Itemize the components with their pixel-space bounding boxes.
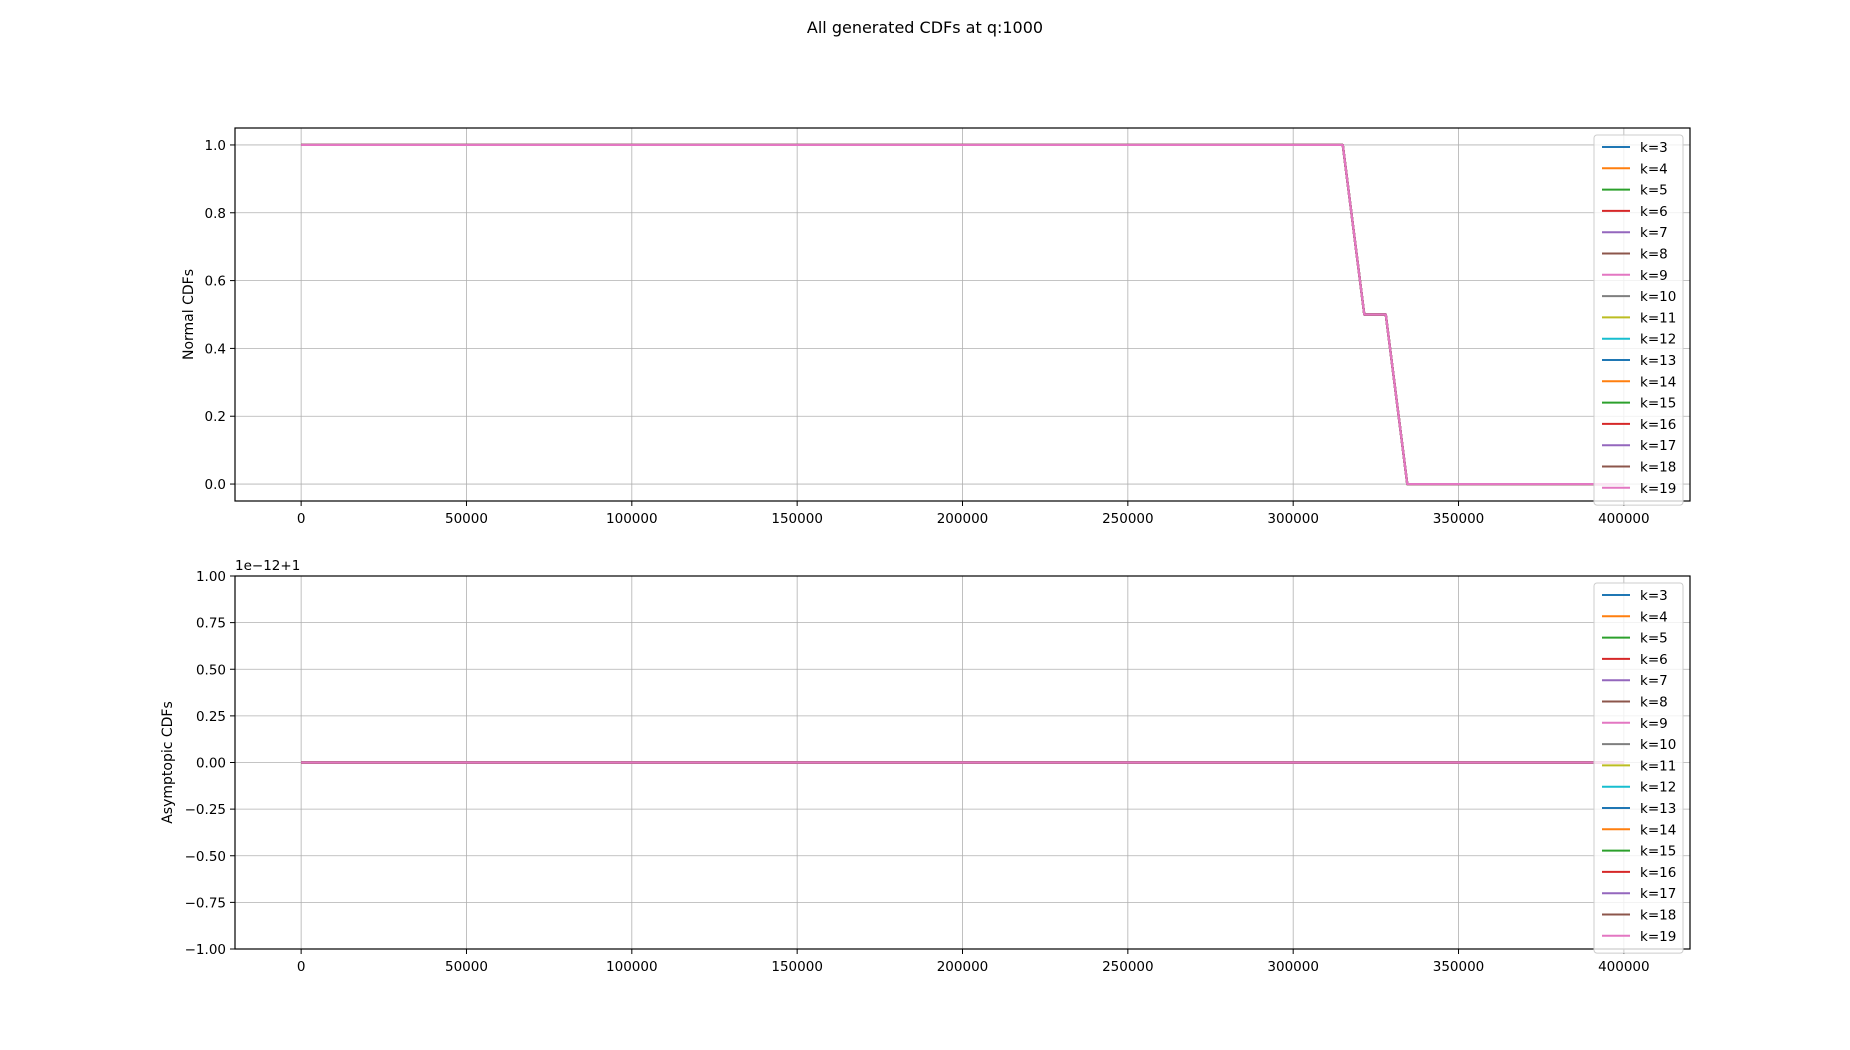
legend-label: k=12 [1640,780,1676,796]
x-tick-label: 400000 [1598,511,1650,527]
legend-label: k=16 [1640,417,1676,433]
legend-label: k=8 [1640,695,1668,711]
x-tick-label: 250000 [1102,959,1154,975]
y-tick-label: 0.4 [205,341,226,357]
legend-label: k=15 [1640,396,1676,412]
legend-label: k=3 [1640,588,1668,604]
legend-label: k=19 [1640,481,1676,497]
legend-label: k=8 [1640,247,1668,263]
legend: k=3 k=4 k=5 k=6 k=7 k=8 k=9 k=10 k=11 k=12 k=13 k=1… [1593,582,1684,954]
legend-label: k=16 [1640,865,1676,881]
legend-label: k=6 [1640,652,1668,668]
x-tick-label: 200000 [937,959,989,975]
y-tick-label: −0.25 [185,802,226,818]
x-tick-label: 0 [297,511,306,527]
legend-label: k=13 [1640,353,1676,369]
legend-label: k=19 [1640,929,1676,945]
y-tick-label: 0.0 [205,477,226,493]
x-tick-label: 300000 [1267,511,1319,527]
legend-label: k=6 [1640,204,1668,220]
x-tick-label: 150000 [771,511,823,527]
figure-title: All generated CDFs at q:1000 [807,18,1043,37]
y-tick-label: 1.00 [196,569,226,585]
x-tick-label: 200000 [937,511,989,527]
legend-box [1593,134,1684,506]
x-tick-label: 350000 [1433,959,1485,975]
legend-label: k=10 [1640,737,1676,753]
y-tick-label: −1.00 [185,942,226,958]
x-tick-label: 0 [297,959,306,975]
x-tick-label: 50000 [445,511,488,527]
legend-label: k=11 [1640,758,1676,774]
y-tick-label: −0.75 [185,895,226,911]
legend-label: k=4 [1640,609,1668,625]
y-tick-label: −0.50 [185,849,226,865]
legend-label: k=10 [1640,289,1676,305]
legend-label: k=5 [1640,183,1668,199]
legend-label: k=9 [1640,268,1668,284]
legend: k=3 k=4 k=5 k=6 k=7 k=8 k=9 k=10 k=11 k=12 k=13 k=1… [1593,134,1684,506]
y-tick-label: 0.8 [205,206,226,222]
legend-label: k=3 [1640,140,1668,156]
x-tick-label: 100000 [606,959,658,975]
legend-label: k=9 [1640,716,1668,732]
asymptopic-cdfs-plot: 0 50000 100000 150000 200000 250000 300000 3500… [160,558,1691,975]
x-tick-label: 50000 [445,959,488,975]
legend-label: k=14 [1640,374,1676,390]
legend-label: k=14 [1640,822,1676,838]
legend-label: k=12 [1640,332,1676,348]
legend-label: k=7 [1640,673,1668,689]
y-tick-label: 0.50 [196,662,226,678]
legend-label: k=17 [1640,886,1676,902]
x-tick-label: 350000 [1433,511,1485,527]
y-tick-label: 0.25 [196,709,226,725]
series-line-k-19 [301,143,1624,486]
legend-label: k=13 [1640,801,1676,817]
legend-label: k=18 [1640,908,1676,924]
legend-label: k=4 [1640,161,1668,177]
y-tick-label: 0.6 [205,274,226,290]
normal-cdfs-plot: 0 50000 100000 150000 200000 250000 300000 3500… [181,127,1691,527]
x-tick-label: 250000 [1102,511,1154,527]
y-axis-label: Normal CDFs [181,269,197,360]
y-axis-label: Asymptopic CDFs [160,701,176,824]
x-tick-label: 300000 [1267,959,1319,975]
legend-label: k=7 [1640,225,1668,241]
y-tick-label: 1.0 [205,138,226,154]
axis-offset-text: 1e−12+1 [235,558,300,574]
x-tick-label: 100000 [606,511,658,527]
legend-label: k=15 [1640,844,1676,860]
x-tick-label: 150000 [771,959,823,975]
y-tick-label: 0.00 [196,756,226,772]
legend-label: k=5 [1640,631,1668,647]
legend-label: k=17 [1640,438,1676,454]
legend-box [1593,582,1684,954]
legend-label: k=18 [1640,460,1676,476]
y-tick-label: 0.75 [196,616,226,632]
y-tick-label: 0.2 [205,409,226,425]
x-tick-label: 400000 [1598,959,1650,975]
legend-label: k=11 [1640,310,1676,326]
